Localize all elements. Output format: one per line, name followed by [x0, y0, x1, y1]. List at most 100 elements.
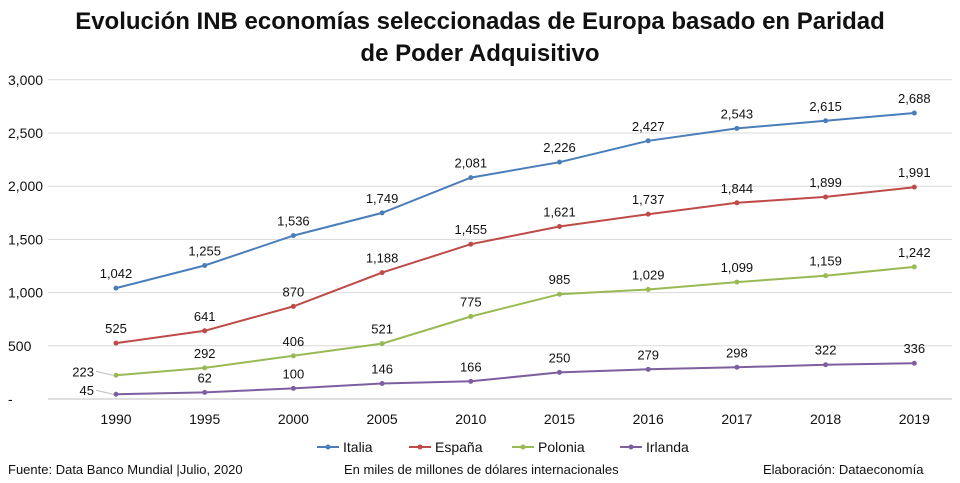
- y-tick-label: 1,500: [8, 231, 43, 247]
- data-point: [645, 138, 651, 144]
- data-label: 250: [549, 350, 571, 365]
- data-label: 279: [637, 347, 659, 362]
- x-tick-label: 1990: [100, 411, 131, 427]
- chart-title-line-2: de Poder Adquisitivo: [360, 40, 600, 67]
- data-label: 1,621: [543, 205, 576, 220]
- data-point: [911, 360, 917, 366]
- data-point: [379, 270, 385, 276]
- legend-marker: [325, 444, 331, 450]
- data-label: 1,991: [898, 165, 931, 180]
- series-line-italia: [115, 112, 915, 290]
- data-point: [645, 211, 651, 217]
- data-label: 1,029: [632, 268, 665, 283]
- footer-units: En miles de millones de dólares internac…: [344, 462, 619, 477]
- data-point: [911, 110, 917, 116]
- footer-credit: Elaboración: Dataeconomía: [763, 462, 924, 477]
- data-point: [113, 372, 119, 378]
- data-point: [823, 118, 829, 124]
- x-tick-label: 2019: [899, 411, 930, 427]
- data-label: 1,899: [809, 175, 842, 190]
- legend-marker: [628, 444, 634, 450]
- data-point: [557, 369, 562, 375]
- data-label: 1,455: [455, 222, 488, 237]
- data-point: [734, 279, 740, 285]
- data-point: [202, 328, 208, 334]
- y-tick-label: 1,000: [8, 285, 43, 301]
- data-point: [645, 287, 651, 293]
- data-label: 1,536: [277, 214, 310, 229]
- grid-layer: [48, 79, 952, 400]
- data-label: 406: [283, 334, 305, 349]
- data-point: [557, 224, 562, 230]
- data-label: 870: [283, 284, 305, 299]
- axis-layer: - 500 1,000 1,500 2,000 2,500 3,000 1990 1995 200…: [8, 72, 930, 427]
- x-tick-label: 2017: [721, 411, 752, 427]
- leader-line: [95, 370, 114, 376]
- data-point: [823, 362, 829, 368]
- series-line-irlanda: [115, 362, 915, 396]
- legend-label: España: [435, 439, 483, 455]
- chart-title-line-1: Evolución INB economías seleccionadas de…: [75, 8, 885, 35]
- data-label: 1,844: [721, 181, 754, 196]
- data-label: 1,255: [188, 243, 221, 258]
- data-point: [290, 303, 296, 309]
- data-label: 166: [460, 359, 482, 374]
- data-point: [379, 341, 385, 347]
- data-label: 45: [80, 383, 94, 398]
- data-point: [202, 389, 208, 395]
- leader-line: [95, 389, 114, 395]
- data-label: 2,427: [632, 119, 665, 134]
- series-layer: [113, 110, 917, 397]
- data-label: 336: [903, 341, 925, 356]
- data-label: 1,737: [632, 192, 665, 207]
- data-point: [202, 262, 208, 268]
- data-point: [911, 184, 917, 190]
- data-label: 775: [460, 295, 482, 310]
- data-label: 2,615: [809, 99, 842, 114]
- data-point: [468, 241, 474, 247]
- data-label: 985: [549, 272, 571, 287]
- data-label: 100: [283, 366, 305, 381]
- data-label: 62: [197, 370, 211, 385]
- data-label: 1,042: [100, 266, 133, 281]
- data-point: [468, 378, 474, 384]
- chart-title: Evolución INB economías seleccionadas de…: [0, 6, 960, 70]
- x-tick-label: 2005: [367, 411, 398, 427]
- y-tick-label: 500: [8, 338, 32, 354]
- data-label: 1,099: [721, 260, 754, 275]
- legend-label: Irlanda: [646, 439, 689, 455]
- x-tick-label: 2018: [810, 411, 841, 427]
- x-tick-label: 2000: [278, 411, 309, 427]
- footer-source: Fuente: Data Banco Mundial |Julio, 2020: [8, 462, 243, 477]
- legend-marker: [520, 444, 526, 450]
- data-label: 2,543: [721, 106, 754, 121]
- data-point: [823, 273, 829, 279]
- data-label: 521: [371, 322, 393, 337]
- data-point: [468, 175, 474, 181]
- legend-marker: [417, 444, 423, 450]
- y-tick-label: 2,000: [8, 178, 43, 194]
- legend-label: Polonia: [538, 439, 585, 455]
- x-tick-label: 1995: [189, 411, 220, 427]
- data-label: 1,188: [366, 251, 399, 266]
- data-label: 2,688: [898, 91, 931, 106]
- data-point: [113, 340, 119, 346]
- y-tick-label: -: [8, 391, 13, 407]
- data-label: 2,081: [455, 156, 488, 171]
- x-tick-label: 2016: [633, 411, 664, 427]
- data-point: [113, 391, 119, 397]
- data-label: 146: [371, 361, 393, 376]
- legend: Italia España Polonia Irlanda: [317, 439, 689, 455]
- data-label: 298: [726, 345, 748, 360]
- data-point: [113, 285, 119, 291]
- data-point: [734, 200, 740, 206]
- data-label: 322: [815, 343, 837, 358]
- data-point: [379, 380, 385, 386]
- data-point: [290, 233, 296, 239]
- data-label: 292: [194, 346, 216, 361]
- data-label: 2,226: [543, 140, 576, 155]
- data-point: [468, 314, 474, 320]
- data-point: [202, 365, 208, 371]
- x-tick-label: 2010: [455, 411, 486, 427]
